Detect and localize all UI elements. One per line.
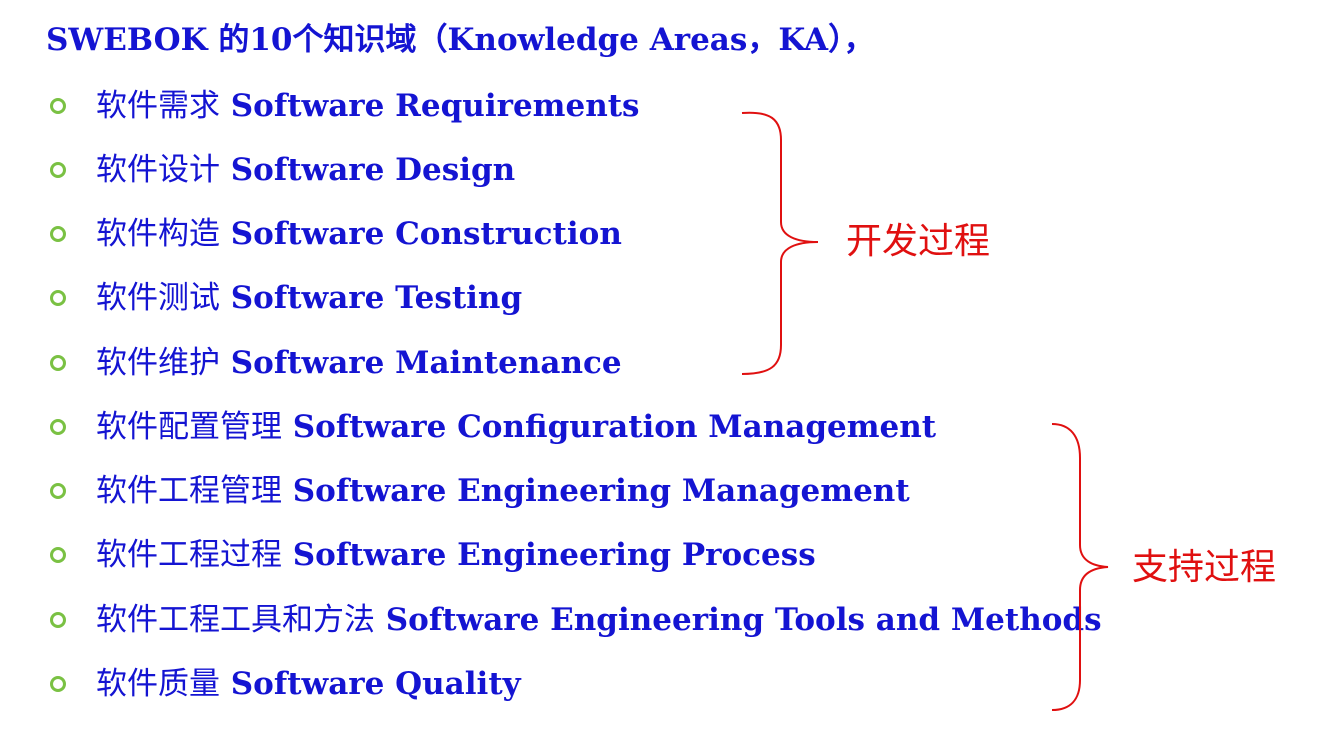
list-item-en: Software Engineering Management <box>292 473 910 509</box>
circle-bullet-icon <box>50 419 66 435</box>
circle-bullet-icon <box>50 355 66 371</box>
circle-bullet-icon <box>50 98 66 114</box>
list-item-text: 软件工程过程 Software Engineering Process <box>96 533 816 577</box>
list-item: 软件维护 Software Maintenance <box>50 341 622 385</box>
list-item-text: 软件需求 Software Requirements <box>96 84 640 128</box>
list-item-en: Software Testing <box>230 280 523 316</box>
list-item-zh: 软件工程工具和方法 <box>96 602 375 638</box>
list-item-zh: 软件维护 <box>96 345 220 381</box>
list-item: 软件需求 Software Requirements <box>50 84 640 128</box>
development-process-label: 开发过程 <box>846 221 991 262</box>
circle-bullet-icon <box>50 290 66 306</box>
list-item-zh: 软件工程管理 <box>96 473 282 509</box>
list-item-zh: 软件配置管理 <box>96 409 282 445</box>
list-item-en: Software Configuration Management <box>292 409 937 445</box>
list-item-zh: 软件设计 <box>96 152 220 188</box>
list-item: 软件设计 Software Design <box>50 148 515 192</box>
list-item-text: 软件质量 Software Quality <box>96 662 521 706</box>
list-item-zh: 软件构造 <box>96 216 220 252</box>
list-item: 软件配置管理 Software Configuration Management <box>50 405 936 449</box>
list-item: 软件工程工具和方法 Software Engineering Tools and… <box>50 598 1102 642</box>
list-item: 软件构造 Software Construction <box>50 212 622 256</box>
list-item-en: Software Construction <box>230 216 622 252</box>
list-item-en: Software Quality <box>230 666 521 702</box>
circle-bullet-icon <box>50 162 66 178</box>
list-item-en: Software Engineering Tools and Methods <box>385 602 1102 638</box>
list-item: 软件测试 Software Testing <box>50 276 522 320</box>
list-item: 软件质量 Software Quality <box>50 662 521 706</box>
list-item-zh: 软件测试 <box>96 280 220 316</box>
slide-title: SWEBOK 的10个知识域（Knowledge Areas，KA）， <box>46 22 875 58</box>
list-item-text: 软件工程管理 Software Engineering Management <box>96 469 910 513</box>
circle-bullet-icon <box>50 612 66 628</box>
list-item-text: 软件测试 Software Testing <box>96 276 522 320</box>
list-item-text: 软件维护 Software Maintenance <box>96 341 622 385</box>
list-item-en: Software Design <box>230 152 516 188</box>
circle-bullet-icon <box>50 226 66 242</box>
list-item-text: 软件配置管理 Software Configuration Management <box>96 405 936 449</box>
list-item-zh: 软件工程过程 <box>96 537 282 573</box>
list-item-en: Software Maintenance <box>230 345 622 381</box>
circle-bullet-icon <box>50 547 66 563</box>
list-item-zh: 软件质量 <box>96 666 220 702</box>
list-item-en: Software Engineering Process <box>292 537 816 573</box>
circle-bullet-icon <box>50 676 66 692</box>
list-item: 软件工程管理 Software Engineering Management <box>50 469 910 513</box>
list-item-text: 软件工程工具和方法 Software Engineering Tools and… <box>96 598 1102 642</box>
list-item-en: Software Requirements <box>230 88 640 124</box>
list-item-text: 软件构造 Software Construction <box>96 212 622 256</box>
list-item-zh: 软件需求 <box>96 88 220 124</box>
support-process-label: 支持过程 <box>1132 547 1277 588</box>
list-item: 软件工程过程 Software Engineering Process <box>50 533 816 577</box>
list-item-text: 软件设计 Software Design <box>96 148 515 192</box>
circle-bullet-icon <box>50 483 66 499</box>
